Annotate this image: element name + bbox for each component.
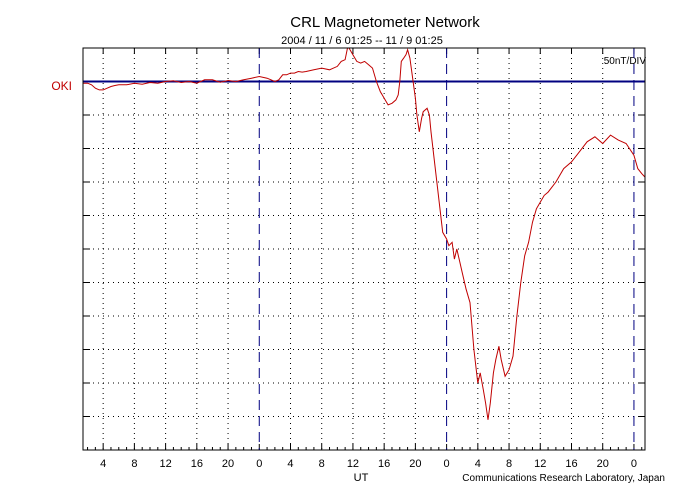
x-tick-label: 4 [475,458,481,470]
x-tick-label: 20 [409,458,421,470]
scale-label: 50nT/DIV [604,56,647,67]
x-tick-label: 4 [100,458,106,470]
x-tick-label: 20 [222,458,234,470]
x-tick-label: 8 [506,458,512,470]
x-tick-label: 20 [597,458,609,470]
x-tick-label: 0 [256,458,262,470]
station-label: OKI [51,79,72,93]
x-tick-label: 12 [347,458,359,470]
x-tick-label: 16 [565,458,577,470]
x-tick-label: 12 [534,458,546,470]
chart-subtitle: 2004 / 11 / 6 01:25 -- 11 / 9 01:25 [281,35,443,47]
credit-label: Communications Research Laboratory, Japa… [462,473,665,484]
x-tick-label: 8 [131,458,137,470]
x-tick-label: 12 [159,458,171,470]
x-tick-label: 16 [191,458,203,470]
x-tick-label: 8 [319,458,325,470]
x-tick-label: 0 [444,458,450,470]
x-tick-label: 16 [378,458,390,470]
plot-frame [82,47,646,451]
x-tick-label: 4 [287,458,293,470]
grid-layer [83,47,645,451]
x-axis-title: UT [354,472,369,484]
series-line-oki [82,47,646,420]
tick-label-layer: 4 8 12 16 20 0 4 8 12 16 20 0 4 8 12 16 20 0 [100,458,637,470]
x-tick-label: 0 [631,458,637,470]
day-boundary-layer [258,48,635,450]
chart-title: CRL Magnetometer Network [290,14,480,31]
